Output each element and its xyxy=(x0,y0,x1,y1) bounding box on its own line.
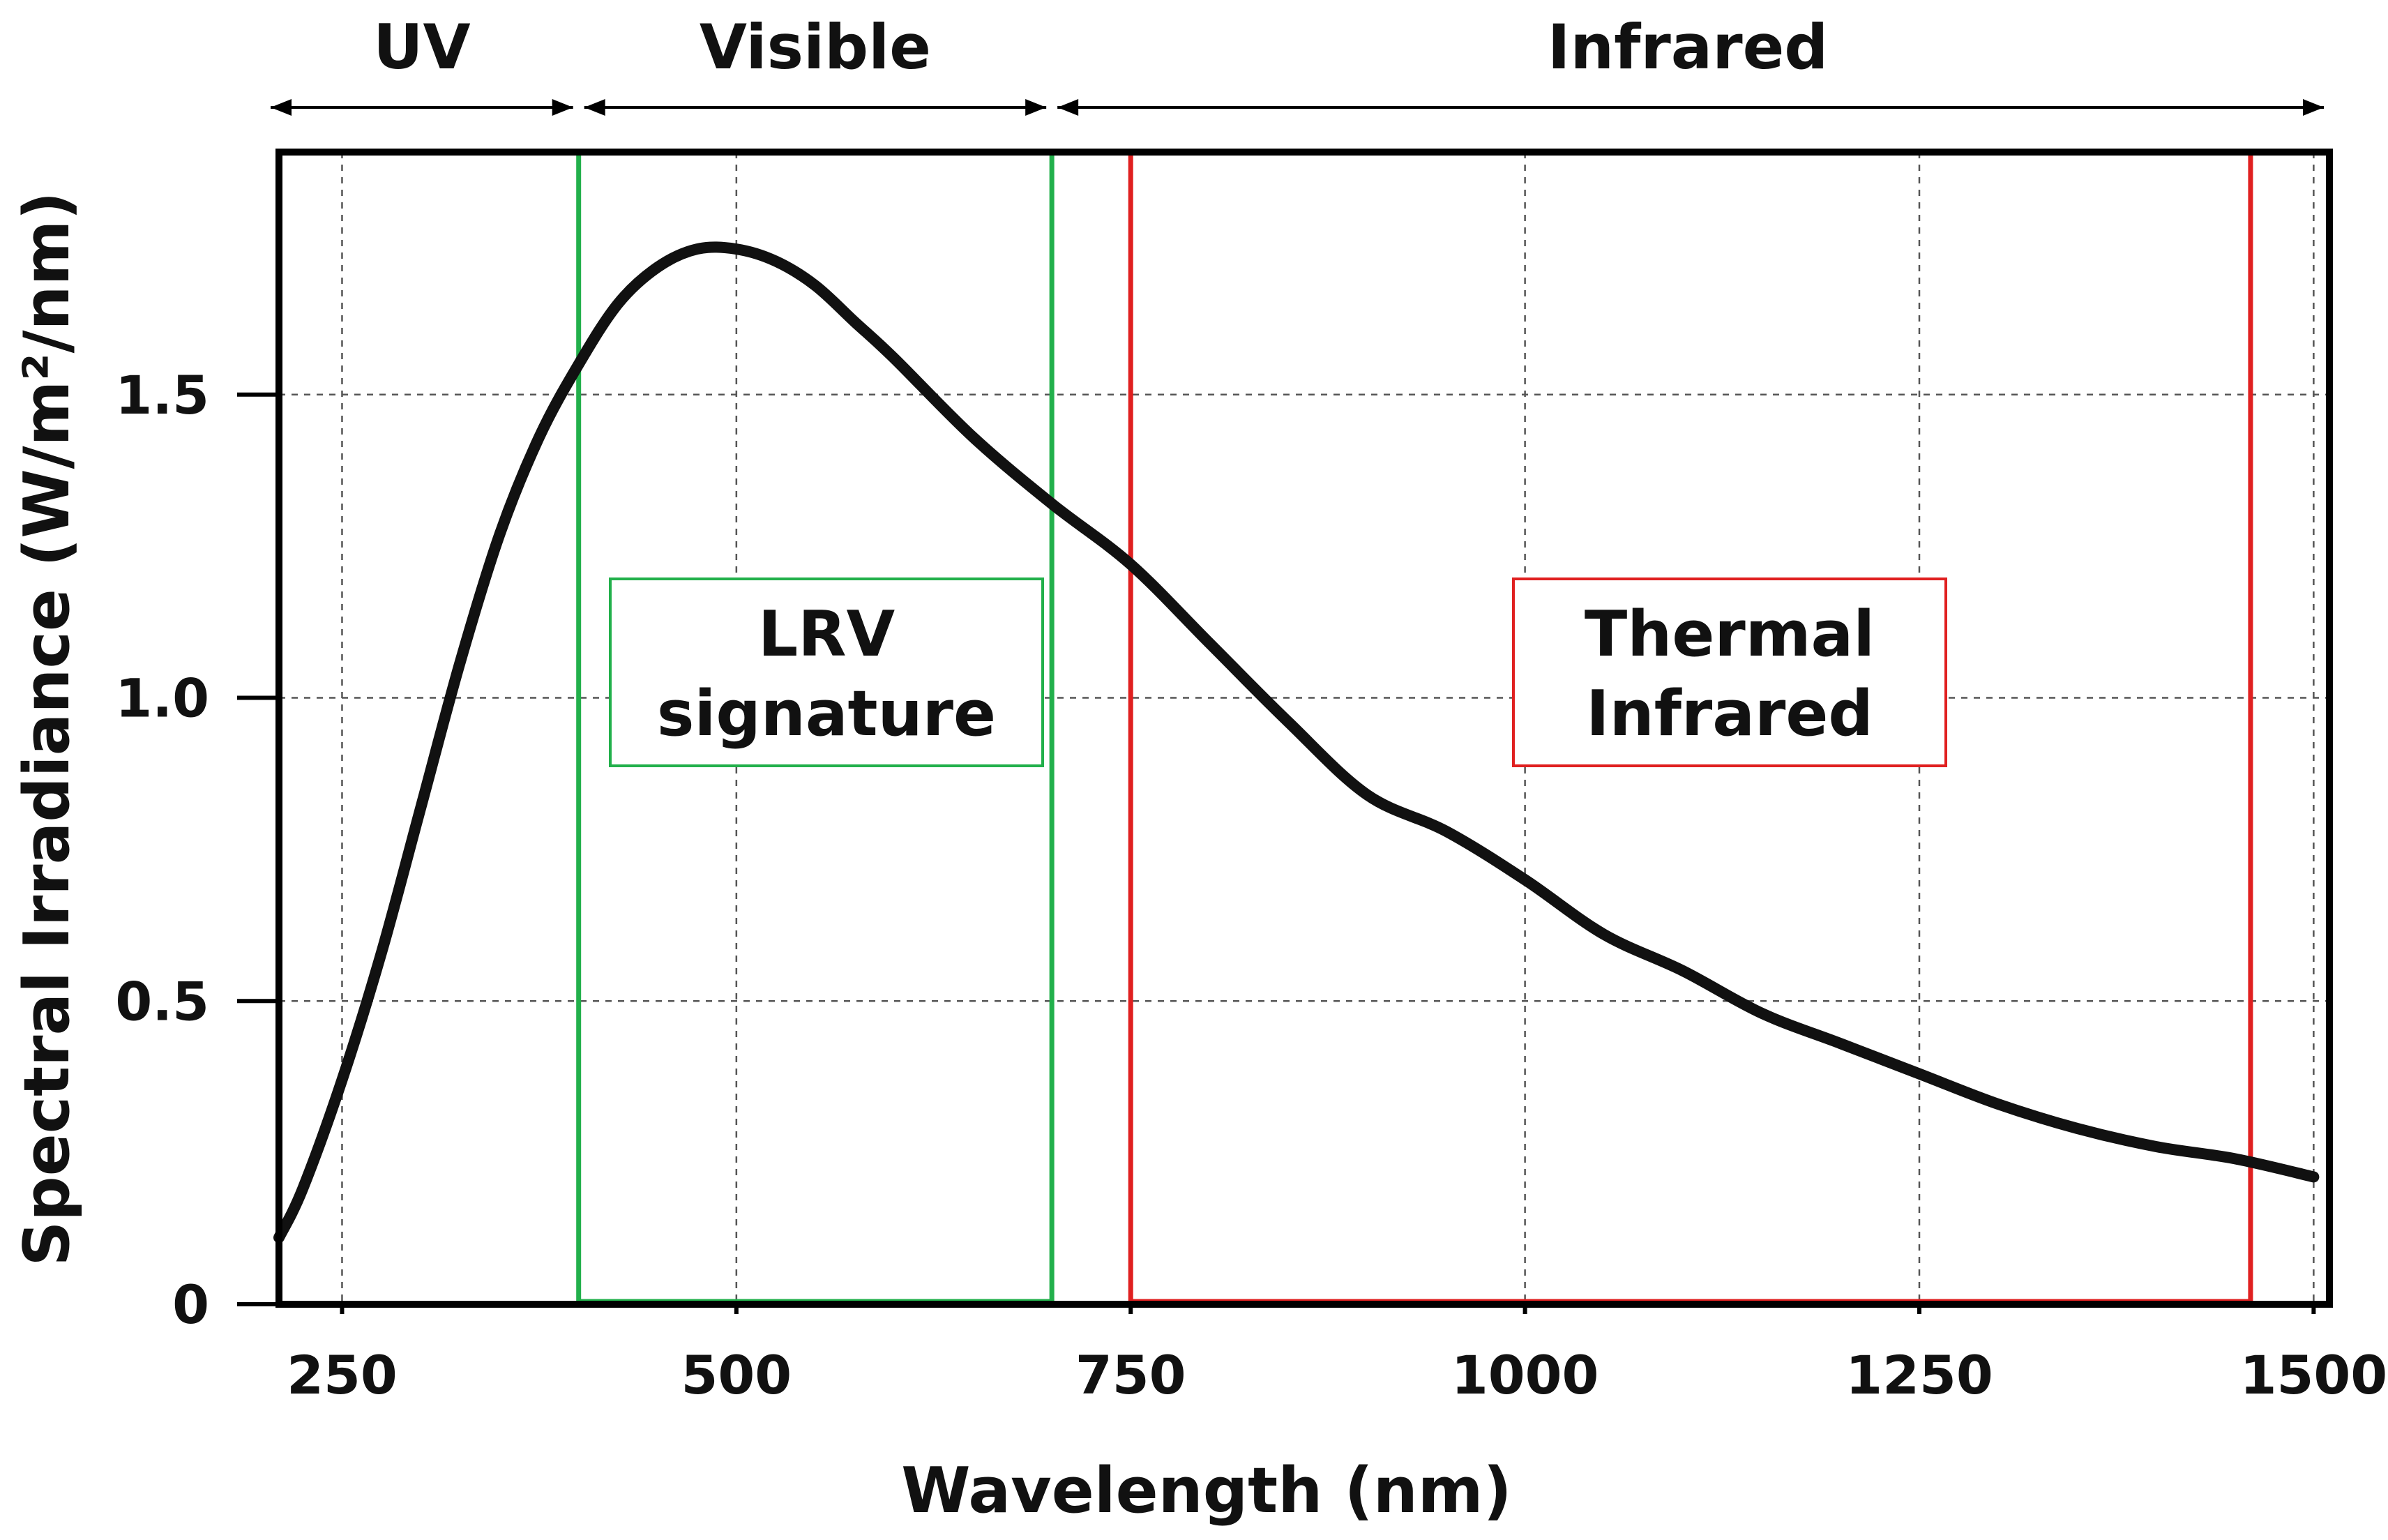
highlight-box-label-line: LRV xyxy=(758,598,896,671)
region-arrowhead-left xyxy=(271,99,292,116)
grid-lines xyxy=(279,152,2329,1304)
x-tick-label: 1250 xyxy=(1845,1344,1993,1406)
y-tick-label: 0.5 xyxy=(115,970,209,1032)
x-tick-label: 1500 xyxy=(2240,1344,2388,1406)
highlight-box-label-line: Infrared xyxy=(1586,677,1873,750)
series-line-0 xyxy=(273,241,2320,1244)
region-arrowhead-right xyxy=(2303,99,2324,116)
x-tick-label: 1000 xyxy=(1451,1344,1599,1406)
y-tick-label: 0 xyxy=(172,1274,209,1336)
highlight-box-label-frame xyxy=(1512,578,1947,767)
region-arrowhead-right xyxy=(552,99,573,116)
highlight-box-label-line: signature xyxy=(657,677,996,750)
x-tick-label: 750 xyxy=(1075,1344,1186,1406)
x-tick-label: 250 xyxy=(287,1344,398,1406)
data-series xyxy=(273,241,2320,1244)
region-label-visible: Visible xyxy=(700,11,931,83)
highlight-box-label-line: Thermal xyxy=(1585,598,1875,671)
region-arrowhead-left xyxy=(1057,99,1079,116)
spectral-regions: UV Visible Infrared xyxy=(271,11,2324,116)
region-arrowhead-left xyxy=(584,99,605,116)
x-tick-label: 500 xyxy=(681,1344,792,1406)
x-axis-title: Wavelength (nm) xyxy=(901,1454,1511,1527)
plot-frame xyxy=(275,149,2333,1308)
y-axis-title: Spectral Irradiance (W/m²/nm) xyxy=(10,191,84,1266)
region-label-uv: UV xyxy=(373,11,471,83)
region-arrowhead-right xyxy=(1025,99,1047,116)
region-label-infrared: Infrared xyxy=(1548,11,1829,83)
y-tick-label: 1.5 xyxy=(115,364,209,426)
y-tick-label: 1.0 xyxy=(115,667,209,730)
highlight-box-label-frame xyxy=(609,578,1044,767)
axis-ticks: 250 500 750 1000 1250 1500 0 0.5 1.0 1.5 xyxy=(115,364,2387,1406)
